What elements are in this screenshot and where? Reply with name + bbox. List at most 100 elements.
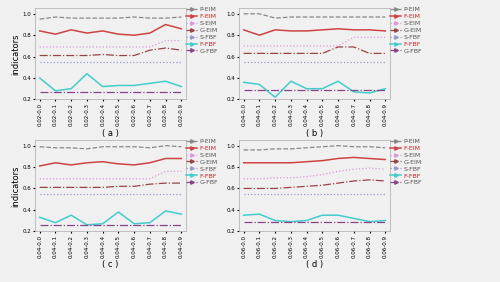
- S-FBF: [162, 192, 168, 195]
- F-FBF: [131, 222, 137, 225]
- G-FBF: [240, 88, 246, 91]
- S-EIM: [68, 45, 74, 49]
- Line: F-FBF: F-FBF: [40, 74, 182, 91]
- G-EIM: [256, 52, 262, 55]
- Line: S-EIM: S-EIM: [40, 171, 182, 179]
- G-EIM: [304, 52, 310, 55]
- S-EIM: [84, 177, 90, 180]
- S-FBF: [256, 192, 262, 195]
- F-FBF: [366, 220, 372, 223]
- G-EIM: [147, 182, 153, 186]
- S-EIM: [382, 36, 388, 39]
- Line: F-FBF: F-FBF: [40, 211, 182, 225]
- P-EIM: [240, 148, 246, 152]
- F-FBF: [84, 223, 90, 226]
- S-EIM: [147, 45, 153, 49]
- G-FBF: [320, 88, 326, 91]
- F-FBF: [116, 84, 121, 87]
- G-FBF: [52, 223, 59, 226]
- S-FBF: [52, 60, 59, 64]
- S-FBF: [366, 192, 372, 195]
- S-FBF: [68, 60, 74, 64]
- F-EIM: [240, 161, 246, 164]
- G-EIM: [288, 52, 294, 55]
- F-FBF: [36, 76, 43, 80]
- P-EIM: [178, 145, 184, 148]
- G-FBF: [36, 223, 43, 226]
- G-EIM: [240, 187, 246, 190]
- G-EIM: [382, 52, 388, 55]
- F-FBF: [382, 87, 388, 91]
- G-EIM: [382, 179, 388, 183]
- P-EIM: [100, 145, 105, 148]
- S-FBF: [272, 60, 278, 64]
- Y-axis label: indicators: indicators: [11, 33, 20, 75]
- P-EIM: [335, 15, 341, 19]
- P-EIM: [147, 16, 153, 20]
- G-FBF: [178, 90, 184, 94]
- S-EIM: [256, 44, 262, 48]
- S-FBF: [320, 60, 326, 64]
- F-FBF: [351, 217, 357, 220]
- S-FBF: [335, 192, 341, 195]
- Line: S-EIM: S-EIM: [40, 41, 182, 47]
- Line: F-EIM: F-EIM: [244, 157, 386, 163]
- S-EIM: [84, 45, 90, 49]
- G-EIM: [131, 185, 137, 188]
- G-EIM: [240, 52, 246, 55]
- P-EIM: [116, 16, 121, 20]
- S-EIM: [288, 44, 294, 48]
- G-FBF: [116, 223, 121, 226]
- S-EIM: [116, 45, 121, 49]
- F-EIM: [256, 34, 262, 37]
- S-FBF: [84, 60, 90, 64]
- S-FBF: [382, 60, 388, 64]
- S-FBF: [116, 60, 121, 64]
- S-FBF: [382, 192, 388, 195]
- Line: F-EIM: F-EIM: [40, 25, 182, 35]
- P-EIM: [36, 145, 43, 148]
- F-FBF: [131, 84, 137, 87]
- F-EIM: [52, 161, 59, 164]
- G-FBF: [288, 88, 294, 91]
- Legend: P-EIM, F-EIM, S-EIM, G-EIM, S-FBF, F-FBF, G-FBF: P-EIM, F-EIM, S-EIM, G-EIM, S-FBF, F-FBF…: [390, 138, 422, 186]
- F-EIM: [351, 28, 357, 32]
- F-EIM: [100, 160, 105, 163]
- Line: G-EIM: G-EIM: [40, 48, 182, 56]
- S-EIM: [36, 45, 43, 49]
- F-FBF: [256, 212, 262, 216]
- P-EIM: [68, 16, 74, 20]
- P-EIM: [116, 145, 121, 148]
- S-FBF: [320, 192, 326, 195]
- P-EIM: [382, 15, 388, 19]
- F-EIM: [272, 161, 278, 164]
- G-FBF: [256, 88, 262, 91]
- F-FBF: [320, 213, 326, 217]
- P-EIM: [304, 146, 310, 149]
- S-FBF: [366, 60, 372, 64]
- P-EIM: [288, 147, 294, 151]
- Line: P-EIM: P-EIM: [40, 146, 182, 149]
- F-FBF: [162, 209, 168, 213]
- P-EIM: [366, 15, 372, 19]
- P-EIM: [366, 145, 372, 148]
- P-EIM: [131, 145, 137, 148]
- P-EIM: [162, 144, 168, 147]
- G-EIM: [147, 49, 153, 52]
- Line: G-EIM: G-EIM: [244, 180, 386, 188]
- P-EIM: [162, 16, 168, 20]
- S-EIM: [147, 177, 153, 180]
- F-FBF: [288, 220, 294, 223]
- F-EIM: [131, 34, 137, 37]
- S-EIM: [272, 176, 278, 179]
- F-FBF: [256, 83, 262, 86]
- S-FBF: [147, 192, 153, 195]
- G-FBF: [84, 223, 90, 226]
- S-FBF: [304, 60, 310, 64]
- G-EIM: [272, 187, 278, 190]
- G-FBF: [131, 90, 137, 94]
- F-EIM: [320, 28, 326, 32]
- P-EIM: [131, 15, 137, 19]
- P-EIM: [84, 16, 90, 20]
- S-FBF: [100, 60, 105, 64]
